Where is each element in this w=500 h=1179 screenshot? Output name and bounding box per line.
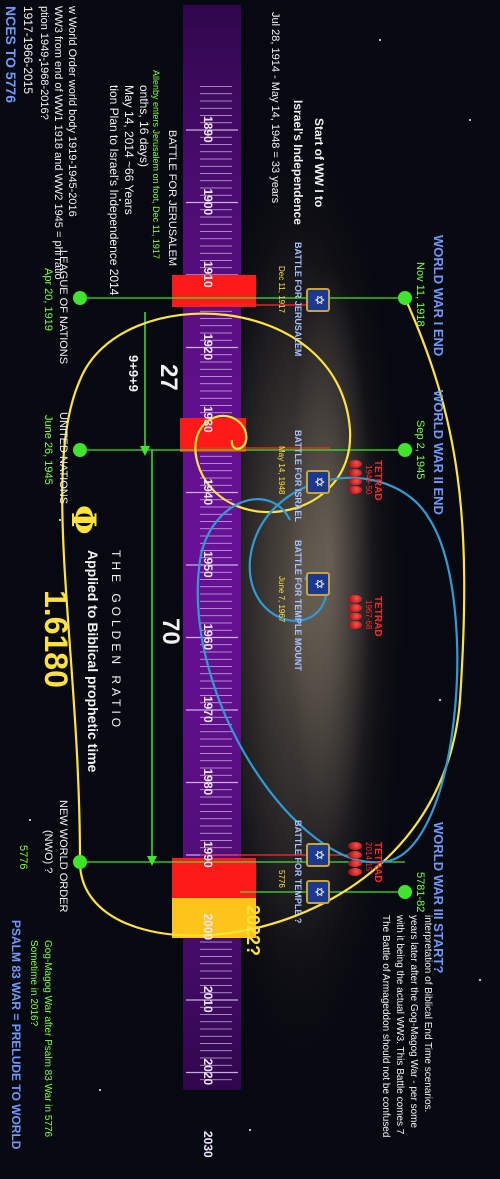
ww1-start-dates: Jul 28, 1914 - May 14, 1948 = 33 years [269, 12, 281, 204]
decade-label: 1940 [201, 478, 215, 506]
ww1-start-title: Start of WW I to [312, 118, 326, 208]
decade-label: 1990 [201, 841, 215, 868]
marker-ww1-end [398, 291, 412, 305]
event-title: LEAGUE OF NATIONS [57, 250, 69, 365]
event-title: (NWO) ? [42, 830, 54, 874]
band-1917 [172, 275, 256, 307]
tetrad-moons-icon [348, 460, 362, 494]
battle-date: May 14, 1948 [277, 446, 286, 495]
event-date: June 26, 1945 [42, 415, 54, 485]
year-2022: 2022? [243, 905, 263, 957]
event-title: NEW WORLD ORDER [57, 800, 69, 913]
armageddon-note: with it being the actual WW3. This Battl… [394, 915, 405, 1135]
interval-70: 70 [157, 618, 184, 645]
event-date: Sep 2, 1945 [414, 420, 426, 480]
psalm-line: Sometime in 2016? [28, 940, 39, 1027]
event-date: Nov 11, 1918 [414, 262, 426, 327]
phi-name: THE GOLDEN RATIO [109, 550, 123, 732]
battle-label: BATTLE FOR JERUSALEM [293, 242, 303, 357]
page-title: NCES TO 5776 [3, 6, 19, 104]
event-date: 5781-82 [414, 872, 426, 913]
battle-date: Dec 11, 1917 [277, 266, 286, 313]
marker-nwo [73, 855, 87, 869]
golden-spiral-blue [248, 476, 459, 864]
phi-value: 1.6180 [38, 590, 74, 688]
interval-27-sub: 9+9+9 [126, 355, 141, 392]
psalm-title: PSALM 83 WAR = PRELUDE TO WORLD [9, 920, 23, 1150]
decade-label: 1980 [201, 768, 215, 796]
marker-ww3-start [398, 885, 412, 899]
battle-label: BATTLE FOR TEMPLE ? [293, 820, 303, 924]
psalm-line: Gog-Magog War after Psalm 83 War in 5776 [42, 940, 53, 1138]
decade-label: 1950 [201, 551, 215, 578]
battle-date: June 7, 1967 [277, 576, 286, 623]
phi-symbol: Φ [63, 505, 103, 535]
event-date: Apr 20, 1919 [42, 268, 54, 331]
decade-label: 2020 [201, 1058, 215, 1086]
tetrad-years: 1967-68 [364, 600, 373, 630]
decade-label: 1890 [201, 116, 215, 143]
decade-label: 2030 [201, 1131, 215, 1158]
band-2016 [172, 858, 256, 898]
star-of-david-icon: ✡ [306, 470, 330, 494]
plan-line: tion Plan to Israel's Independence 2014 [107, 85, 121, 296]
plan-line: onths, 16 days) [137, 85, 151, 168]
tetrad-years: 1949-50 [364, 465, 373, 495]
battle-date: 5776 [277, 870, 286, 888]
event-title: WORLD WAR III START? [431, 822, 446, 974]
header-line: 1917-1966-2015 [21, 6, 35, 95]
armageddon-note: The Battle of Armageddon should not be c… [380, 915, 391, 1138]
golden-spiral-yellow [61, 312, 352, 863]
event-title: WORLD WAR II END [431, 390, 446, 515]
star-of-david-icon: ✡ [306, 288, 330, 312]
event-title: UNITED NATIONS [57, 412, 69, 505]
decade-label: 1930 [201, 406, 215, 433]
star-of-david-icon: ✡ [306, 843, 330, 867]
header-line: w World Order world body 1919-1945-2016 [66, 6, 78, 217]
decade-label: 1960 [201, 623, 215, 651]
star-of-david-icon: ✡ [306, 572, 330, 596]
marker-un [73, 443, 87, 457]
armageddon-note: years later after the Gog-Magog War - pe… [408, 915, 419, 1129]
allenby-note: Allenby enters Jerusalem on foot, Dec 11… [151, 70, 161, 259]
battle-label: BATTLE FOR TEMPLE MOUNT [293, 540, 303, 671]
tetrad-label: TETRAD [372, 842, 383, 883]
decade-label: 1920 [201, 333, 215, 361]
phi-subtitle: Applied to Biblical prophetic time [85, 550, 101, 773]
decade-label: 2000 [201, 913, 215, 941]
interval-27: 27 [155, 364, 182, 391]
header-line: WW3 from end of WW1 1918 and WW2 1945 = … [52, 6, 64, 280]
tetrad-moons-icon [348, 842, 362, 876]
tetrad-moons-icon [348, 595, 362, 629]
decade-label: 1910 [201, 261, 215, 288]
tetrad-label: TETRAD [372, 596, 383, 637]
event-date: 5776 [17, 845, 29, 870]
ww1-start-title: Israel's Independence [291, 100, 305, 225]
star-of-david-icon: ✡ [306, 880, 330, 904]
decade-label: 1970 [201, 696, 215, 723]
tetrad-label: TETRAD [372, 460, 383, 501]
decade-label: 2010 [201, 986, 215, 1013]
marker-league [73, 291, 87, 305]
event-title: WORLD WAR I END [431, 235, 446, 357]
plan-line: May 14, 2014 ~66 Years [122, 85, 136, 215]
decade-label: 1900 [201, 188, 215, 216]
band-future [172, 898, 256, 938]
header-line: ption 1949-1968-2016? [38, 6, 50, 120]
marker-ww2-end [398, 443, 412, 457]
ruler-label: BATTLE FOR JERUSALEM [166, 130, 178, 267]
armageddon-note: interpretation of Biblical End Time scen… [422, 915, 433, 1113]
battle-label: BATTLE FOR ISRAEL [293, 430, 303, 522]
tetrad-years: 2014-15 [364, 842, 373, 872]
